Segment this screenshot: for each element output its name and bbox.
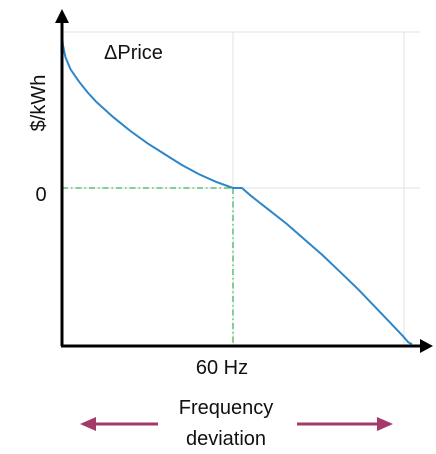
price-curve	[61, 33, 413, 345]
x-axis-label-line1: Frequency	[179, 397, 274, 419]
y-tick-label-0: 0	[35, 184, 46, 206]
y-axis-label: $/kWh	[28, 75, 50, 132]
right-arrow	[297, 417, 393, 431]
left-arrow	[80, 417, 158, 431]
right-arrow-head	[377, 417, 393, 431]
x-tick-label-60hz: 60 Hz	[196, 357, 248, 379]
x-axis-label-line2: deviation	[186, 428, 266, 450]
annotation-delta-price: ΔPrice	[104, 42, 163, 64]
y-axis-arrowhead	[55, 9, 69, 23]
x-axis-arrowhead	[420, 339, 433, 353]
left-arrow-head	[80, 417, 96, 431]
axes	[55, 9, 433, 353]
